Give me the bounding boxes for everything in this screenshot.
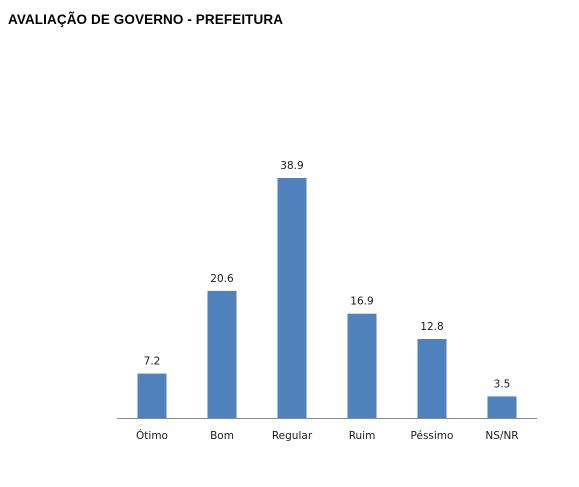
- bar-2: [277, 178, 307, 418]
- data-label-2: 38.9: [280, 160, 303, 172]
- page-title: AVALIAÇÃO DE GOVERNO - PREFEITURA: [8, 12, 284, 27]
- bar-1: [207, 290, 237, 418]
- x-tick-label-3: Ruim: [349, 430, 376, 442]
- bar-4: [417, 339, 447, 418]
- bars-group: [137, 178, 517, 418]
- data-label-0: 7.2: [144, 356, 161, 368]
- data-labels-group: 7.2 20.6 38.9 16.9 12.8 3.5: [144, 160, 511, 390]
- x-tick-label-4: Péssimo: [411, 430, 454, 442]
- data-label-5: 3.5: [494, 378, 511, 390]
- x-tick-label-5: NS/NR: [485, 430, 518, 442]
- data-label-3: 16.9: [350, 296, 373, 308]
- data-label-1: 20.6: [210, 273, 234, 285]
- x-tick-label-1: Bom: [210, 430, 234, 442]
- bar-3: [347, 313, 377, 418]
- x-tick-label-0: Ótimo: [136, 429, 168, 442]
- x-tick-labels-group: Ótimo Bom Regular Ruim Péssimo NS/NR: [136, 429, 519, 442]
- x-tick-label-2: Regular: [272, 430, 313, 442]
- bar-0: [137, 373, 167, 418]
- bar-5: [487, 396, 517, 418]
- data-label-4: 12.8: [420, 321, 443, 333]
